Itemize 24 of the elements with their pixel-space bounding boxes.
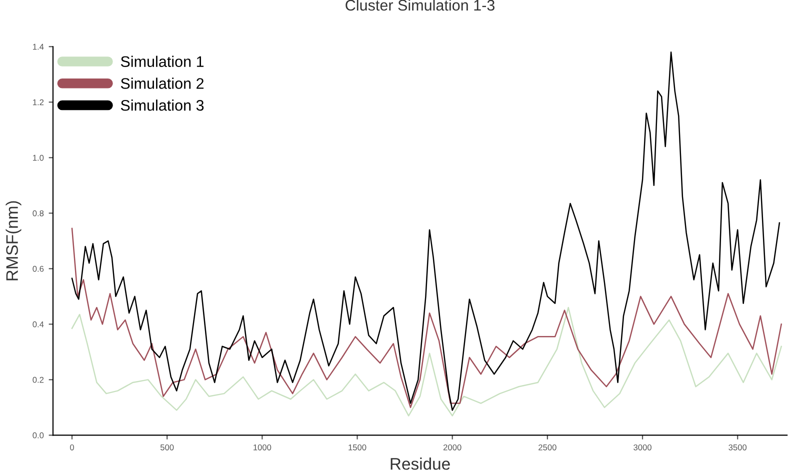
line-series — [71, 52, 780, 411]
line-series — [71, 228, 782, 408]
y-tick-label: 0.0 — [32, 432, 44, 438]
y-axis-title: RMSF(nm) — [6, 201, 22, 280]
x-axis-title: Residue — [390, 458, 450, 470]
y-tick-label: 0.6 — [32, 266, 44, 272]
x-tick-label: 2500 — [538, 444, 556, 450]
x-tick-label: 1000 — [254, 444, 272, 450]
x-tick-label: 0 — [70, 444, 74, 450]
y-tick-label: 0.2 — [32, 376, 44, 383]
line-series — [71, 306, 782, 416]
y-tick-label: 1.0 — [33, 154, 44, 161]
x-tick-label: 2000 — [444, 444, 462, 450]
x-tick-label: 1500 — [348, 444, 366, 450]
x-tick-label: 3500 — [728, 444, 747, 450]
legend-label: Simulation 2 — [120, 78, 204, 89]
y-tick-label: 0.4 — [32, 321, 44, 328]
y-tick-label: 1.2 — [33, 99, 44, 106]
legend-label: Simulation 3 — [120, 100, 204, 111]
x-tick-label: 3000 — [634, 444, 652, 450]
y-tick-label: 1.4 — [33, 44, 44, 50]
y-tick-label: 0.8 — [32, 210, 44, 216]
x-tick-label: 500 — [160, 444, 174, 450]
legend-label: Simulation 1 — [120, 56, 204, 68]
